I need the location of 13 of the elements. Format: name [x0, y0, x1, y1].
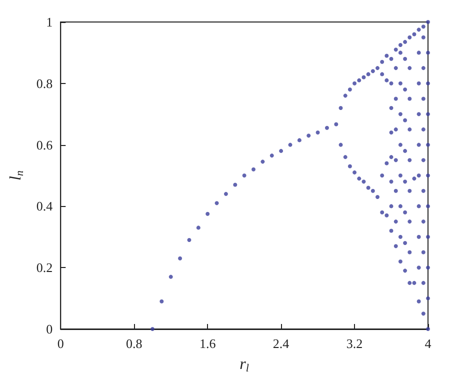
- y-tick-label: 0.6: [36, 137, 54, 152]
- y-tick-label: 0.4: [36, 198, 54, 214]
- x-tick-label: 0.8: [126, 336, 142, 351]
- y-axis-title: ln: [8, 170, 26, 180]
- y-tick-label: 0.2: [36, 260, 53, 276]
- x-tick-label: 3.2: [346, 336, 363, 351]
- y-tick-label: 1: [46, 14, 53, 30]
- x-tick-label: 1.6: [199, 336, 216, 351]
- y-tick-label: 0.8: [36, 76, 53, 91]
- x-tick-label: 2.4: [272, 336, 290, 351]
- x-tick-label: 4: [424, 336, 432, 351]
- y-tick-label: 0: [46, 322, 53, 336]
- x-tick-label: 0: [57, 336, 64, 351]
